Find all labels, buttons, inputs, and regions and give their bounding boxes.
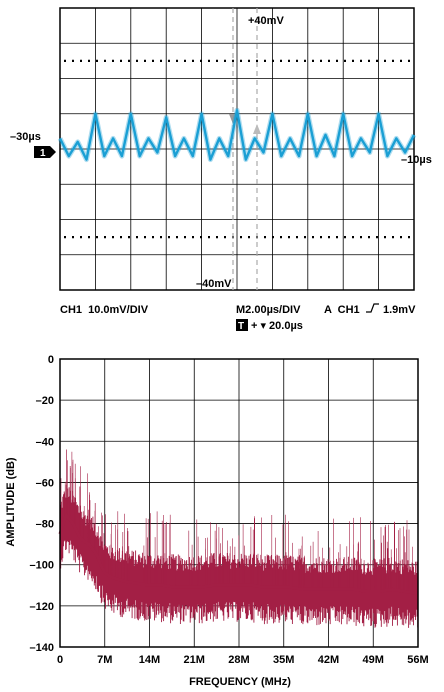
trigger-marker-label: T — [238, 321, 244, 332]
timebase-readout: M2.00µs/DIV — [236, 304, 301, 316]
spectrum-low-freq-spurs — [66, 449, 96, 553]
scope-trace-line — [58, 108, 416, 161]
trigger-level-readout: 1.9mV — [383, 304, 416, 316]
spectrum-chart: 0 –20 –40 –60 –80 –100 –120 –140 0 7M 14M 21M 28M 35… — [5, 354, 429, 688]
channel-scale-readout: CH1 10.0mV/DIV — [60, 304, 149, 316]
spectrum-frame — [59, 358, 419, 648]
trigger-edge-icon — [366, 303, 379, 313]
oscilloscope-chart: +40mV –40mV –30µs –10µs 1 CH1 10.0mV/DIV… — [10, 7, 432, 332]
left-marker-label: –30µs — [10, 131, 41, 143]
x-tick-label: 42M — [318, 654, 339, 666]
bottom-marker-label: –40mV — [196, 278, 232, 290]
x-tick-label: 14M — [139, 654, 160, 666]
trigger-position-readout: + ▾ 20.0µs — [251, 320, 303, 332]
x-tick-label: 7M — [97, 654, 112, 666]
y-tick-label: –120 — [30, 601, 54, 613]
trigger-marker: T — [236, 319, 248, 332]
y-tick-label: –60 — [36, 477, 54, 489]
scope-cursors — [229, 8, 261, 290]
cursor-arrow-icon — [253, 124, 261, 134]
x-tick-label: 21M — [184, 654, 205, 666]
scope-trace — [57, 107, 417, 163]
x-tick-label: 0 — [57, 654, 63, 666]
top-marker-label: +40mV — [248, 15, 284, 27]
y-tick-label: 0 — [48, 354, 54, 366]
scope-grid — [60, 8, 414, 290]
y-tick-label: –40 — [36, 436, 54, 448]
x-axis-label: FREQUENCY (MHz) — [189, 676, 291, 688]
x-tick-label: 56M — [407, 654, 428, 666]
y-axis-label: AMPLITUDE (dB) — [5, 457, 17, 547]
y-tick-label: –100 — [30, 560, 54, 572]
y-tick-label: –80 — [36, 519, 54, 531]
channel-marker-label: 1 — [40, 148, 46, 159]
spectrum-spurs — [60, 451, 413, 593]
scope-labels: +40mV –40mV –30µs –10µs 1 CH1 10.0mV/DIV… — [10, 15, 432, 332]
spectrum-x-ticks: 0 7M 14M 21M 28M 35M 42M 49M 56M — [57, 654, 429, 666]
trigger-readout: A CH1 — [324, 304, 360, 316]
x-tick-label: 28M — [228, 654, 249, 666]
channel-marker: 1 — [34, 146, 56, 159]
x-tick-label: 49M — [363, 654, 384, 666]
spectrum-floor-line — [58, 512, 419, 595]
right-marker-label: –10µs — [401, 154, 432, 166]
y-tick-label: –140 — [30, 642, 54, 654]
x-tick-label: 35M — [273, 654, 294, 666]
y-tick-label: –20 — [36, 395, 54, 407]
spectrum-y-ticks: 0 –20 –40 –60 –80 –100 –120 –140 — [30, 354, 54, 654]
